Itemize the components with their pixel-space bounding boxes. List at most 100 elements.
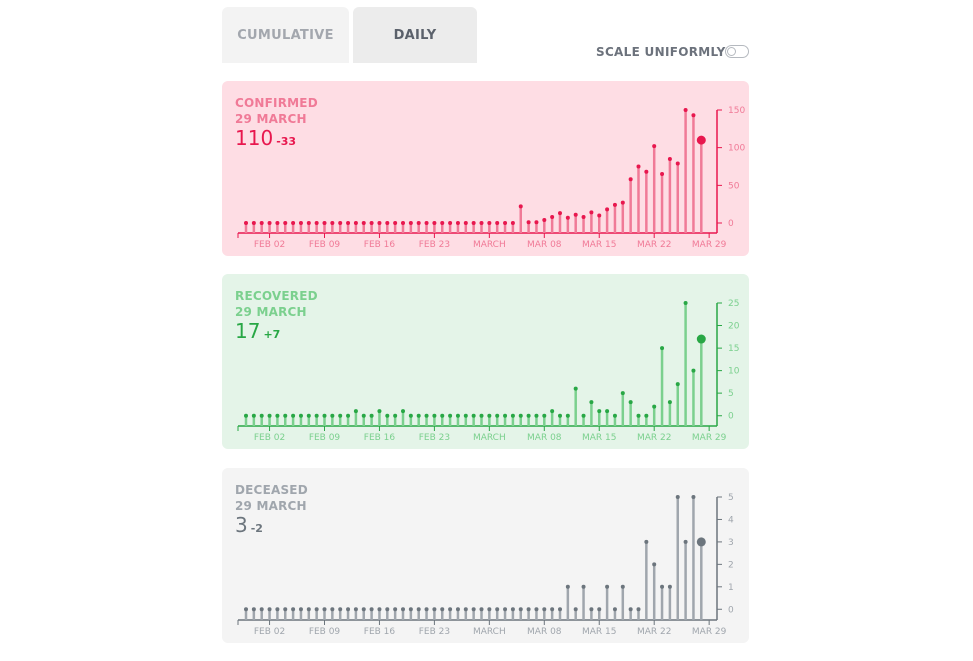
recovered-x-tick-label: FEB 09 xyxy=(309,433,341,443)
deceased-point xyxy=(550,607,555,612)
deceased-y-tick-label: 3 xyxy=(728,538,734,548)
confirmed-point xyxy=(448,220,453,225)
confirmed-point xyxy=(275,220,280,225)
confirmed-delta: -33 xyxy=(276,135,297,148)
confirmed-x-tick-label: FEB 16 xyxy=(364,240,396,250)
recovered-point xyxy=(495,413,500,418)
deceased-point xyxy=(259,607,264,612)
deceased-point xyxy=(448,607,453,612)
deceased-y-tick-label: 5 xyxy=(728,493,734,503)
confirmed-y-tick-label: 150 xyxy=(728,106,745,116)
recovered-point xyxy=(683,301,688,305)
recovered-point xyxy=(558,413,562,418)
confirmed-point xyxy=(463,220,468,225)
confirmed-point xyxy=(361,220,366,225)
recovered-point xyxy=(353,409,358,414)
deceased-x-tick-label: MARCH xyxy=(473,627,506,637)
deceased-point xyxy=(314,607,319,612)
recovered-point xyxy=(573,386,578,391)
recovered-point xyxy=(283,413,288,418)
deceased-x-tick-label: FEB 09 xyxy=(309,627,341,637)
recovered-point xyxy=(636,413,641,418)
recovered-point xyxy=(691,368,696,373)
recovered-x-tick-label: MAR 15 xyxy=(582,433,617,443)
recovered-point xyxy=(550,409,555,414)
recovered-point xyxy=(330,413,335,418)
recovered-point xyxy=(660,346,665,351)
tab-cumulative[interactable]: CUMULATIVE xyxy=(222,7,349,63)
deceased-point xyxy=(322,607,327,612)
deceased-point xyxy=(346,607,351,612)
recovered-point xyxy=(369,413,374,418)
recovered-point xyxy=(393,413,398,418)
confirmed-point xyxy=(628,177,633,182)
confirmed-point xyxy=(432,220,437,225)
confirmed-point xyxy=(550,214,555,219)
deceased-value: 3 -2 xyxy=(235,513,263,541)
confirmed-point xyxy=(518,204,523,209)
recovered-point xyxy=(542,413,547,418)
confirmed-point xyxy=(416,220,421,225)
confirmed-point xyxy=(542,217,547,222)
confirmed-point xyxy=(636,164,641,169)
recovered-point xyxy=(338,413,343,418)
confirmed-point xyxy=(534,220,539,225)
deceased-x-tick-label: FEB 02 xyxy=(254,627,285,637)
confirmed-point xyxy=(691,113,696,118)
deceased-point xyxy=(338,607,343,612)
confirmed-label: CONFIRMED xyxy=(235,96,318,110)
deceased-point xyxy=(620,584,625,589)
deceased-count: 3 xyxy=(235,513,248,537)
confirmed-y-tick-label: 0 xyxy=(728,219,734,229)
deceased-point xyxy=(691,495,696,499)
recovered-point xyxy=(424,413,429,418)
confirmed-point xyxy=(259,220,264,225)
confirmed-chart-panel: 0 50 100 150 FEB 02 FEB 09 FEB 16 FEB 23 MARCH MA… xyxy=(222,81,749,256)
recovered-point xyxy=(479,413,484,418)
deceased-point xyxy=(605,584,610,589)
confirmed-point xyxy=(385,220,390,225)
recovered-chart-panel: 0 5 10 15 20 25 FEB 02 FEB 09 FEB 16 FEB 23 MARCH M… xyxy=(222,274,749,449)
recovered-count: 17 xyxy=(235,319,261,343)
deceased-point xyxy=(636,607,641,612)
recovered-point xyxy=(251,413,256,418)
confirmed-point xyxy=(667,156,672,161)
deceased-point xyxy=(495,607,500,612)
confirmed-point xyxy=(487,220,492,225)
deceased-point xyxy=(526,607,531,612)
confirmed-point xyxy=(644,169,649,174)
confirmed-x-tick-label: FEB 09 xyxy=(309,240,341,250)
confirmed-x-tick-label: FEB 02 xyxy=(254,240,285,250)
deceased-point xyxy=(353,607,358,612)
deceased-point xyxy=(667,584,672,589)
deceased-point xyxy=(652,562,657,567)
deceased-point xyxy=(683,539,688,544)
recovered-current-point xyxy=(696,334,706,344)
deceased-point xyxy=(597,607,602,612)
confirmed-point xyxy=(369,220,374,225)
recovered-point xyxy=(565,413,570,418)
deceased-date: 29 MARCH xyxy=(235,499,307,513)
recovered-y-tick-label: 20 xyxy=(728,322,740,332)
deceased-y-tick-label: 0 xyxy=(728,605,734,615)
recovered-y-tick-label: 0 xyxy=(728,412,734,422)
recovered-point xyxy=(432,413,437,418)
confirmed-point xyxy=(471,220,476,225)
deceased-point xyxy=(275,607,280,612)
deceased-point xyxy=(393,607,398,612)
recovered-chart: 0 5 10 15 20 25 FEB 02 FEB 09 FEB 16 FEB 23 MARCH M… xyxy=(237,299,740,443)
recovered-x-tick-label: FEB 02 xyxy=(254,433,285,443)
recovered-y-tick-label: 15 xyxy=(728,344,739,354)
confirmed-point xyxy=(526,220,531,225)
confirmed-point xyxy=(244,220,248,225)
deceased-point xyxy=(385,607,390,612)
confirmed-x-tick-label: MAR 08 xyxy=(527,240,562,250)
recovered-point xyxy=(322,413,327,418)
confirmed-point xyxy=(589,210,594,215)
confirmed-point xyxy=(314,220,319,225)
recovered-label: RECOVERED xyxy=(235,289,318,303)
tab-daily[interactable]: DAILY xyxy=(353,7,477,63)
deceased-point xyxy=(565,584,570,589)
scale-uniformly-toggle[interactable] xyxy=(725,45,749,58)
deceased-point xyxy=(463,607,468,612)
